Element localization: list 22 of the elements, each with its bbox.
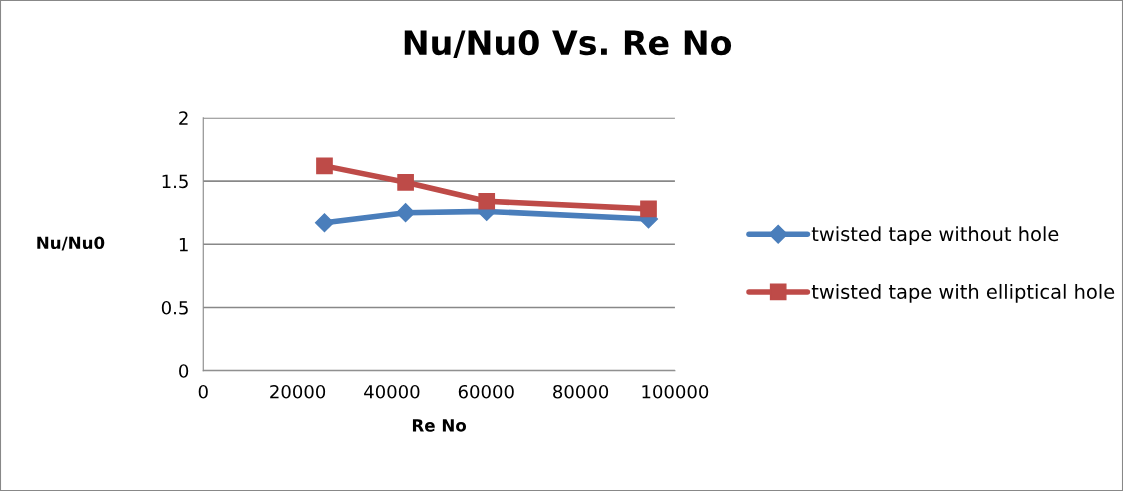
x-tick-label: 60000 <box>458 384 514 399</box>
point <box>396 203 416 223</box>
y-tick-label: 1.5 <box>162 174 188 189</box>
legend-label: twisted tape with elliptical hole <box>811 283 1115 303</box>
point <box>397 173 414 191</box>
legend-label: twisted tape without hole <box>811 226 1059 246</box>
y-tick-label: 1 <box>179 237 188 252</box>
x-tick-label: 0 <box>198 384 208 399</box>
point <box>316 157 333 175</box>
x-axis-title: Re No <box>412 419 467 432</box>
y-axis-title: Nu/Nu0 <box>37 236 105 251</box>
x-tick-label: 40000 <box>364 384 420 399</box>
x-tick-label: 80000 <box>553 384 609 399</box>
point <box>314 213 335 233</box>
y-tick-label: 0 <box>179 364 189 378</box>
x-tick-label: 20000 <box>270 384 326 399</box>
chart-title: Nu/Nu0 Vs. Re No <box>404 30 732 58</box>
y-tick-label: 0.5 <box>161 300 188 315</box>
y-tick-label: 2 <box>179 111 188 125</box>
x-tick-label: 100000 <box>642 384 709 399</box>
point <box>478 192 496 210</box>
point <box>640 200 657 218</box>
